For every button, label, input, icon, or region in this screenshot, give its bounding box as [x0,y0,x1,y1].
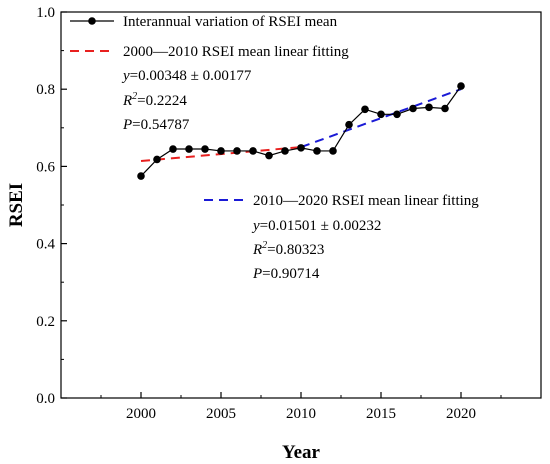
data-point-2015 [377,110,385,119]
y-tick-label-0.0: 0.0 [36,391,55,407]
data-point-2008 [265,151,273,160]
fit-2000-2010-r2: R2=0.2224 [122,91,187,109]
y-tick-label-0.4: 0.4 [36,237,55,253]
data-point-2018 [425,103,433,112]
x-tick-label-2010: 2010 [286,406,316,422]
data-point-2013 [345,120,353,129]
data-point-2019 [441,104,449,113]
data-point-2003 [185,145,193,153]
data-point-2005 [217,147,225,155]
data-point-2020 [457,82,465,90]
y-tick-label-0.8: 0.8 [36,82,55,98]
data-point-2016 [393,110,401,119]
data-point-2014 [361,105,369,114]
rsei-mean-points [137,82,465,180]
y-tick-label-0.6: 0.6 [36,159,55,175]
data-point-2012 [329,147,337,155]
data-point-2009 [281,147,289,155]
data-point-2001 [153,155,161,164]
data-point-2010 [297,144,305,152]
fit-2000-2010-equation: y=0.00348 ± 0.00177 [121,68,252,84]
y-axis-title: RSEI [6,183,27,227]
y-tick-label-1.0: 1.0 [36,5,55,21]
legend: Interannual variation of RSEI mean 2000—… [70,14,349,60]
legend-label-fit-2010-2020: 2010—2020 RSEI mean linear fitting [253,193,479,209]
x-tick-label-2020: 2020 [446,406,476,422]
legend-marker-main [88,17,96,25]
fit-2010-2020-p: P=0.90714 [252,266,320,282]
fit-2010-2020-r2: R2=0.80323 [252,240,324,258]
fit-line-2010-2020 [300,88,462,149]
data-point-2007 [249,147,257,155]
data-point-2002 [169,145,177,153]
y-tick-label-0.2: 0.2 [36,314,55,330]
x-tick-label-2000: 2000 [126,406,156,422]
data-point-2004 [201,145,209,153]
data-point-2000 [137,172,145,180]
fit-2010-2020-equation: y=0.01501 ± 0.00232 [251,218,381,234]
data-point-2011 [313,147,321,155]
fit-2000-2010-stats: y=0.00348 ± 0.00177 R2=0.2224 P=0.54787 [121,68,252,133]
legend-label-fit-2000-2010: 2000—2010 RSEI mean linear fitting [123,44,349,60]
x-tick-label-2015: 2015 [366,406,396,422]
y-axis: 0.0 0.2 0.4 0.6 0.8 1.0 [36,5,67,407]
x-axis-title: Year [282,442,321,463]
data-point-2017 [409,104,417,113]
fit-2010-2020-stats: 2010—2020 RSEI mean linear fitting y=0.0… [204,193,479,282]
legend-label-main: Interannual variation of RSEI mean [123,14,338,30]
x-axis: 2000 2005 2010 2015 2020 [60,392,542,422]
fit-2000-2010-p: P=0.54787 [122,117,190,133]
x-tick-label-2005: 2005 [206,406,236,422]
data-point-2006 [233,147,241,155]
